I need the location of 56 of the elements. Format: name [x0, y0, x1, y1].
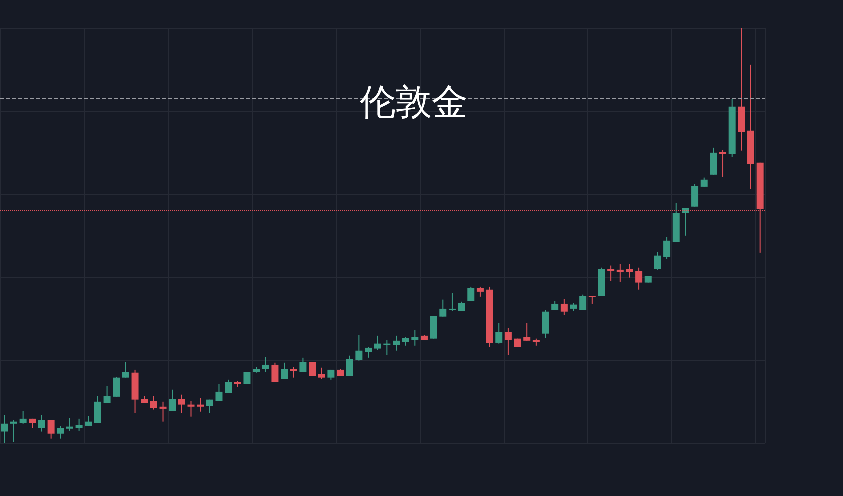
candlestick — [122, 362, 130, 378]
candlestick — [76, 418, 83, 432]
candlestick — [468, 286, 475, 302]
candlestick — [496, 322, 503, 344]
candlestick — [356, 334, 363, 362]
candlestick — [281, 362, 288, 380]
candlestick — [720, 150, 727, 178]
candlestick — [542, 310, 550, 339]
candlestick — [38, 414, 46, 432]
candlestick — [412, 330, 419, 346]
candlestick — [262, 356, 270, 373]
candlestick — [272, 362, 279, 382]
candlestick — [440, 299, 447, 318]
candlestick — [476, 286, 484, 298]
candlestick — [710, 147, 718, 176]
candlestick — [300, 357, 307, 373]
candlestick — [244, 372, 251, 385]
candlestick — [365, 346, 372, 358]
candlestick — [66, 418, 74, 432]
candlestick — [225, 379, 232, 394]
candlestick — [524, 322, 531, 342]
candlestick — [169, 389, 176, 412]
candlestick — [626, 264, 634, 278]
candlestick — [290, 366, 298, 378]
candlestick — [94, 396, 102, 424]
candlestick — [700, 177, 708, 188]
candlestick — [1, 414, 8, 444]
candlestick — [392, 335, 400, 352]
candlestick — [178, 394, 186, 414]
candlestick — [430, 316, 438, 340]
candlestick — [664, 236, 671, 260]
candlestick — [346, 355, 354, 377]
candlestick — [206, 399, 214, 414]
candlestick — [57, 425, 64, 440]
candlestick — [104, 386, 111, 404]
candlestick — [160, 401, 167, 422]
candlestick — [692, 184, 699, 208]
candlestick — [150, 396, 158, 410]
candlestick — [560, 298, 568, 316]
candlestick — [318, 367, 326, 380]
candlestick — [654, 252, 662, 270]
candlestick — [197, 398, 204, 412]
candlestick — [48, 420, 55, 440]
candlestick — [216, 384, 223, 402]
candlestick — [309, 362, 316, 377]
candlestick — [10, 420, 18, 443]
candlestick — [504, 328, 512, 356]
candlestick — [113, 376, 120, 398]
candlestick — [636, 267, 643, 290]
candlestick — [374, 335, 382, 351]
candlestick — [608, 265, 615, 282]
candlestick — [85, 416, 92, 426]
candlestick — [20, 410, 27, 424]
candlestick — [188, 400, 195, 418]
candlestick — [616, 264, 624, 282]
candlestick — [580, 294, 587, 311]
